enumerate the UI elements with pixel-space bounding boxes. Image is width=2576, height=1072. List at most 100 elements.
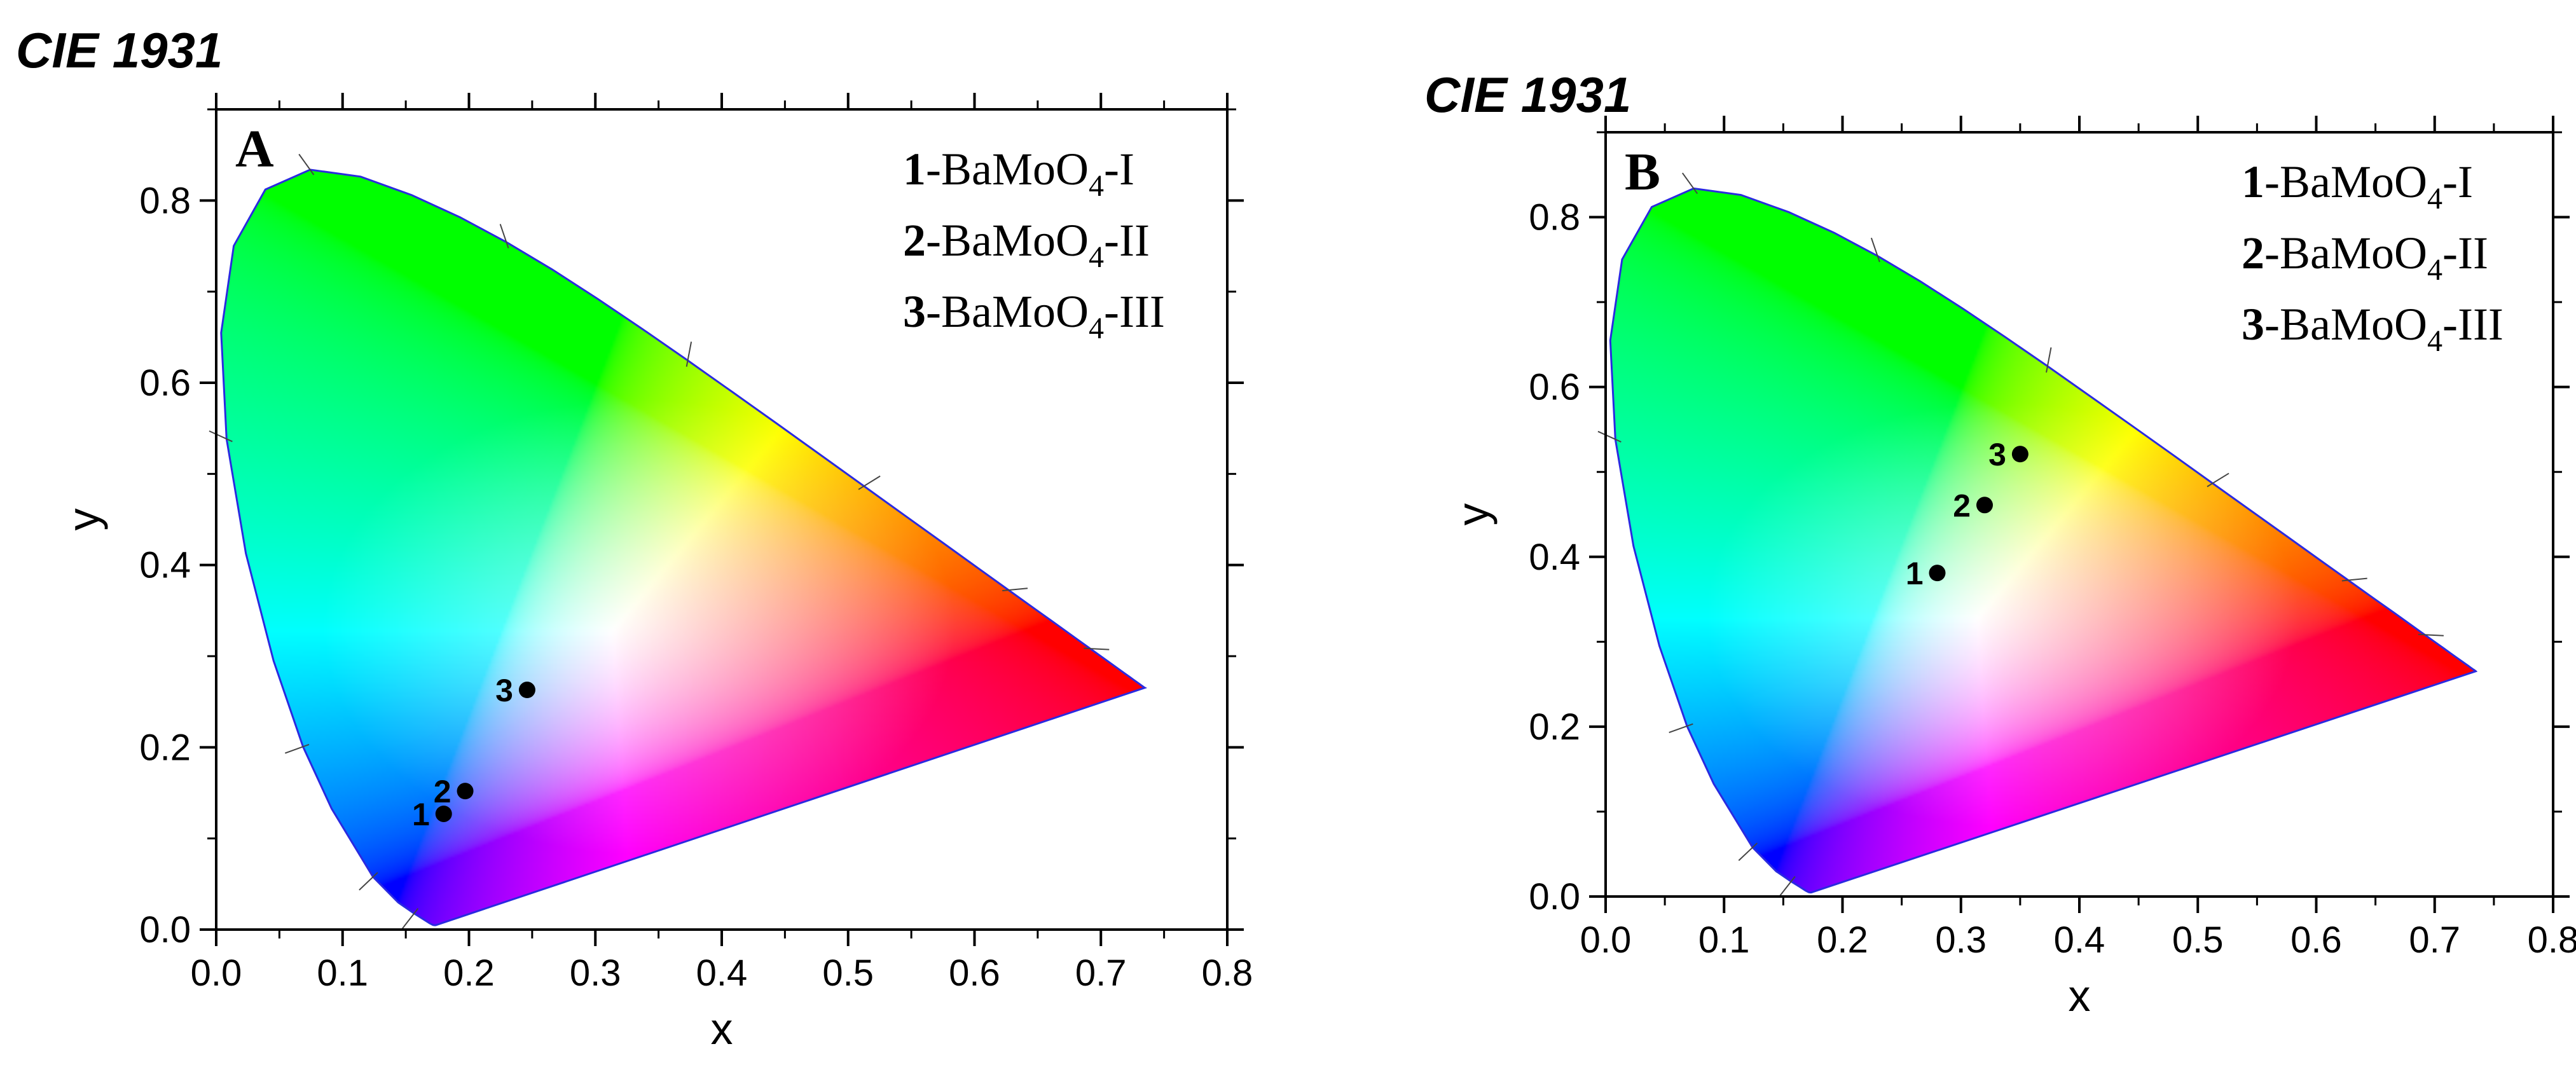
locus-tick-7	[858, 475, 881, 490]
cie-chart-a: CIE 1931 0.0 0.1 0.2 0.3 0.4 0.5 0.6 0.7 0.8 0.0 0.…	[16, 22, 1253, 1054]
x-tick-label: 0.8	[1202, 952, 1253, 994]
y-tick-label: 0.4	[1529, 537, 1580, 578]
x-tick-label: 0.4	[2054, 919, 2105, 961]
legend-compound: -BaMoO	[926, 215, 1089, 266]
locus-tick-6	[2046, 347, 2052, 373]
data-point-1	[1929, 565, 1946, 582]
data-point-label-3: 3	[495, 673, 513, 708]
legend-entry-3: 3-BaMoO4-III	[2242, 299, 2504, 358]
locus-tick-1	[1738, 842, 1758, 862]
data-point-3	[518, 682, 535, 699]
legend-compound: -BaMoO	[2264, 228, 2427, 278]
y-tick-label: 0.8	[1529, 197, 1580, 238]
legend-subscript: 4	[2427, 324, 2442, 358]
legend-subscript: 4	[2427, 182, 2442, 216]
locus-tick-6	[685, 341, 692, 367]
legend-subscript: 4	[2427, 253, 2442, 287]
locus-tick-3	[1597, 430, 1622, 443]
y-tick-label: 0.6	[139, 362, 191, 404]
legend-number: 3	[903, 286, 926, 337]
spectral-locus	[1609, 187, 2478, 894]
y-axis-label: y	[1448, 504, 1498, 526]
x-tick-label: 0.0	[1580, 919, 1632, 961]
locus-tick-3	[209, 430, 233, 443]
locus-tick-7	[2207, 472, 2229, 488]
data-point-label-2: 2	[1953, 488, 1971, 523]
legend-suffix: -II	[2442, 228, 2488, 278]
data-point-label-2: 2	[434, 774, 451, 809]
y-tick-label: 0.8	[139, 180, 191, 221]
legend-suffix: -III	[2442, 299, 2504, 350]
x-tick-label: 0.0	[191, 952, 242, 994]
y-tick-label: 0.2	[139, 727, 191, 768]
legend-compound: -BaMoO	[926, 144, 1089, 195]
y-tick-label: 0.0	[139, 909, 191, 951]
data-point-2	[457, 783, 474, 800]
chart-title: CIE 1931	[16, 22, 223, 78]
chart-title: CIE 1931	[1424, 67, 1631, 123]
spectral-locus	[220, 168, 1148, 926]
x-axis-label: x	[2069, 971, 2091, 1020]
x-tick-label: 0.6	[2290, 919, 2342, 961]
y-tick-label: 0.6	[1529, 367, 1580, 408]
y-tick-label: 0.2	[1529, 706, 1580, 748]
panel-label: B	[1625, 142, 1660, 202]
data-point-2	[1976, 497, 1993, 514]
legend-subscript: 4	[1089, 169, 1104, 203]
legend-number: 1	[903, 144, 926, 195]
legend-suffix: -II	[1104, 215, 1150, 266]
legend-number: 1	[2242, 156, 2264, 207]
legend-compound: -BaMoO	[926, 286, 1089, 337]
legend-subscript: 4	[1089, 240, 1104, 274]
locus-tick-4	[1682, 172, 1698, 195]
x-tick-label: 0.5	[2172, 919, 2224, 961]
locus-tick-4	[298, 153, 315, 175]
locus-tick-9	[2418, 633, 2444, 636]
legend-entry-1: 1-BaMoO4-I	[903, 144, 1134, 203]
x-tick-label: 0.7	[2409, 919, 2460, 961]
legend-number: 3	[2242, 299, 2264, 350]
locus-tick-5	[1870, 237, 1880, 263]
legend-entry-2: 2-BaMoO4-II	[2242, 228, 2488, 287]
locus-tick-8	[1002, 588, 1028, 592]
data-point-1	[435, 805, 452, 822]
locus-tick-0	[402, 908, 419, 929]
x-tick-label: 0.2	[443, 952, 495, 994]
x-axis-label: x	[711, 1004, 733, 1054]
cie-chart-b: CIE 1931 0.0 0.1 0.2 0.3 0.4 0.5 0.6 0.7 0.8 0.0 0.…	[1424, 67, 2576, 1020]
legend-suffix: -I	[2442, 156, 2473, 207]
legend-suffix: -I	[1104, 144, 1134, 195]
locus-tick-0	[1779, 876, 1796, 897]
panel-label: A	[235, 120, 274, 179]
y-axis-label: y	[59, 509, 108, 531]
data-point-label-1: 1	[412, 797, 430, 832]
x-tick-label: 0.7	[1075, 952, 1127, 994]
locus-tick-5	[499, 224, 509, 249]
y-tick-label: 0.4	[139, 545, 191, 586]
data-point-label-3: 3	[1988, 437, 2006, 472]
legend-number: 2	[903, 215, 926, 266]
x-tick-label: 0.5	[822, 952, 874, 994]
locus-tick-2	[284, 743, 310, 754]
legend-entry-3: 3-BaMoO4-III	[903, 286, 1165, 345]
legend-entry-1: 1-BaMoO4-I	[2242, 156, 2473, 216]
x-tick-label: 0.2	[1817, 919, 1868, 961]
x-tick-label: 0.1	[317, 952, 368, 994]
legend-compound: -BaMoO	[2264, 156, 2427, 207]
legend-number: 2	[2242, 228, 2264, 278]
legend-compound: -BaMoO	[2264, 299, 2427, 350]
y-tick-label: 0.0	[1529, 876, 1580, 917]
locus-tick-9	[1084, 647, 1110, 650]
x-tick-label: 0.4	[696, 952, 748, 994]
x-tick-label: 0.3	[570, 952, 621, 994]
locus-tick-1	[359, 872, 378, 891]
legend-subscript: 4	[1089, 312, 1104, 345]
x-tick-label: 0.3	[1935, 919, 1987, 961]
locus-tick-2	[1669, 723, 1693, 734]
locus-tick-8	[2341, 577, 2367, 582]
data-point-3	[2011, 446, 2028, 463]
x-tick-label: 0.1	[1698, 919, 1750, 961]
legend-suffix: -III	[1104, 286, 1165, 337]
data-point-label-1: 1	[1906, 556, 1924, 591]
